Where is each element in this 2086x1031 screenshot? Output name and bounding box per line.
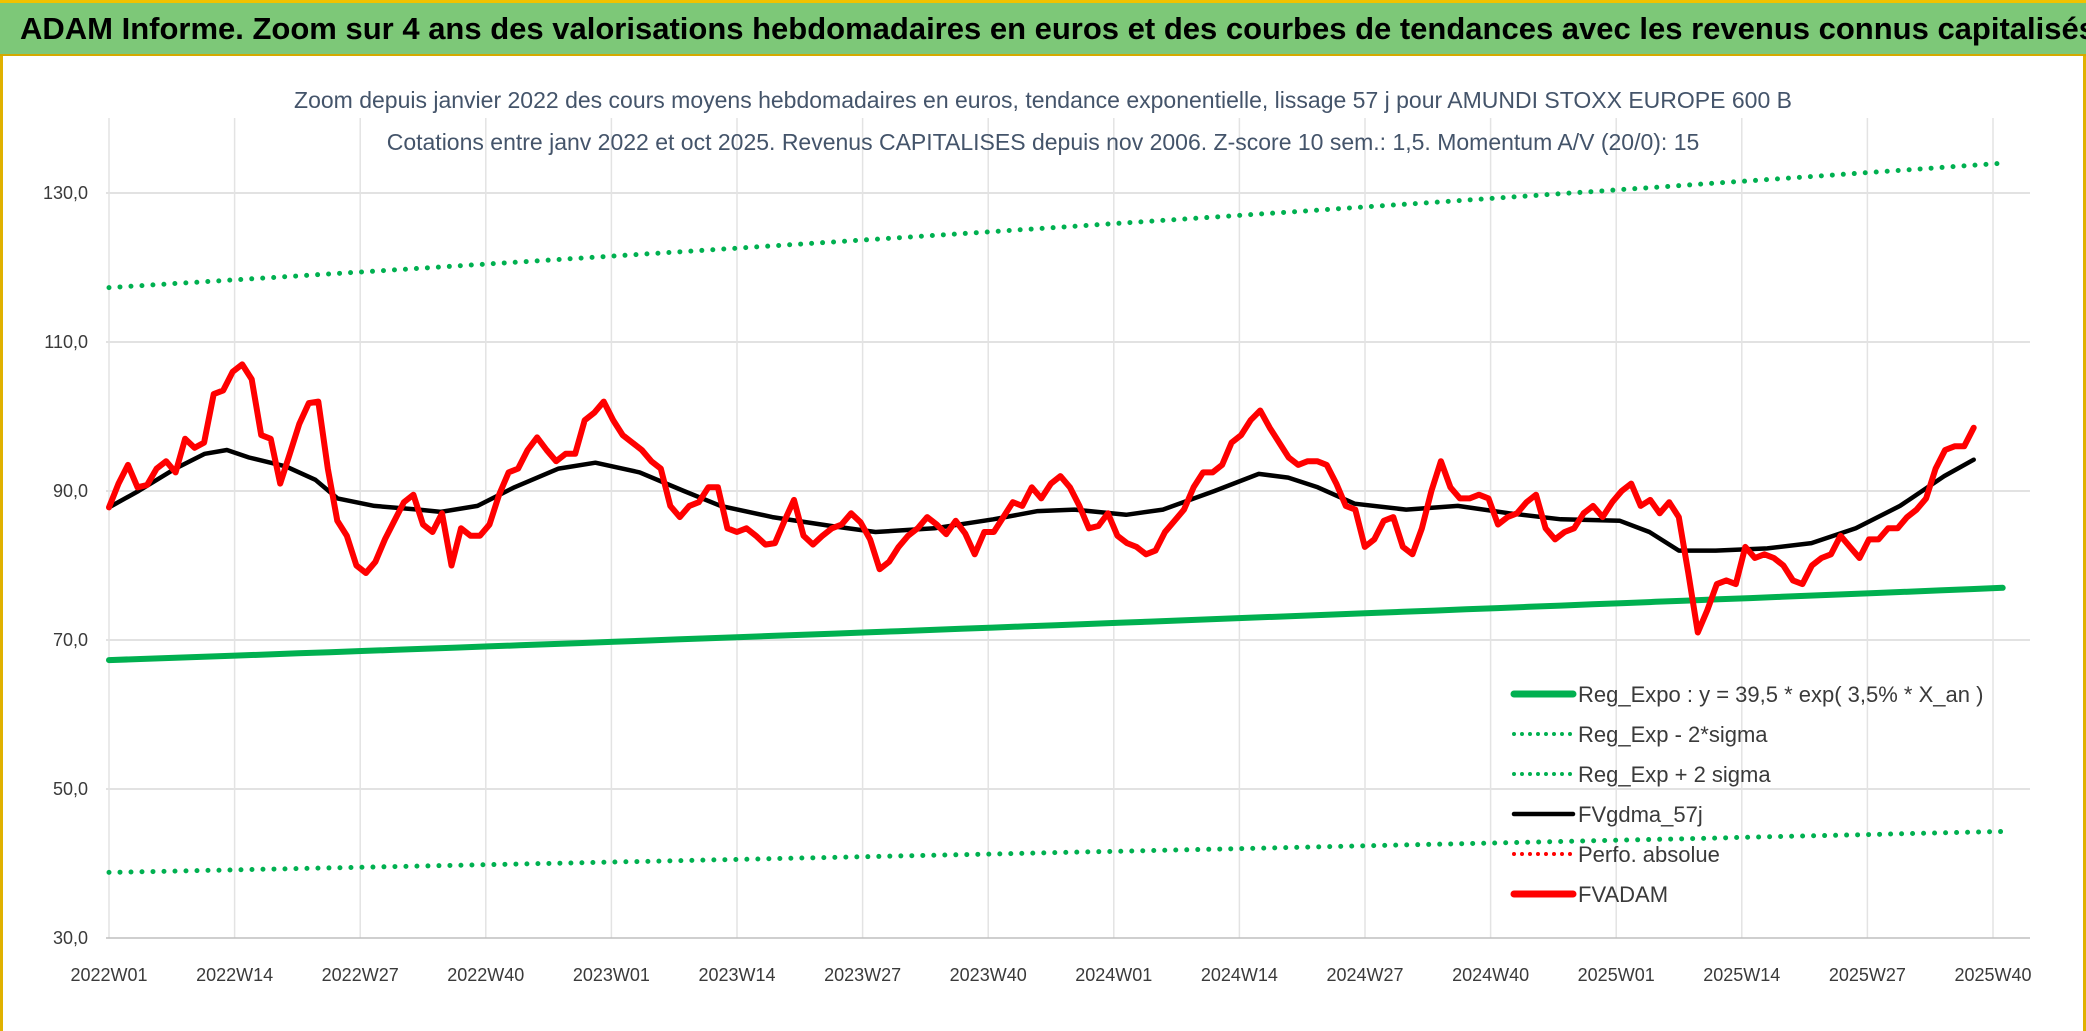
legend-label-fvadam: FVADAM: [1578, 882, 1668, 907]
legend-label-perfo: Perfo. absolue: [1578, 842, 1720, 867]
banner-title: ADAM Informe. Zoom sur 4 ans des valoris…: [20, 11, 2086, 46]
x-tick-label: 2024W14: [1201, 965, 1278, 985]
legend-label-reg_minus: Reg_Exp - 2*sigma: [1578, 722, 1768, 747]
y-tick-label: 30,0: [53, 928, 88, 948]
y-tick-label: 110,0: [44, 332, 88, 352]
x-tick-label: 2023W01: [573, 965, 650, 985]
x-tick-label: 2025W14: [1703, 965, 1780, 985]
legend-label-fvgdma: FVgdma_57j: [1578, 802, 1703, 827]
chart-title-line1: Zoom depuis janvier 2022 des cours moyen…: [294, 87, 1792, 113]
x-tick-label: 2022W40: [447, 965, 524, 985]
chart-title-line2: Cotations entre janv 2022 et oct 2025. R…: [387, 129, 1700, 155]
x-tick-label: 2025W27: [1829, 965, 1906, 985]
series-fvadam: [106, 361, 1977, 636]
series-reg-exp-minus-2-sigma: [106, 829, 2006, 875]
x-tick-label: 2024W40: [1452, 965, 1529, 985]
y-axis-ticks: 30,0 50,0 70,0 90,0 110,0 130,0: [43, 183, 88, 948]
x-tick-label: 2025W01: [1578, 965, 1655, 985]
report-banner: ADAM Informe. Zoom sur 4 ans des valoris…: [0, 0, 2086, 56]
x-tick-label: 2023W14: [698, 965, 775, 985]
y-tick-label: 130,0: [43, 183, 88, 203]
legend-label-reg_expo: Reg_Expo : y = 39,5 * exp( 3,5% * X_an ): [1578, 682, 1983, 707]
series-reg-expo: [106, 584, 2006, 664]
legend-label-reg_plus: Reg_Exp + 2 sigma: [1578, 762, 1771, 787]
x-tick-label: 2025W40: [1954, 965, 2031, 985]
x-tick-label: 2024W27: [1326, 965, 1403, 985]
x-tick-label: 2024W01: [1075, 965, 1152, 985]
grid-lines: [106, 118, 2030, 938]
x-tick-label: 2022W27: [322, 965, 399, 985]
y-tick-label: 50,0: [53, 779, 88, 799]
y-tick-label: 90,0: [53, 481, 88, 501]
x-tick-label: 2022W14: [196, 965, 273, 985]
y-tick-label: 70,0: [53, 630, 88, 650]
chart-frame: [0, 56, 2086, 1031]
series-reg-exp-plus-2-sigma: [106, 160, 2006, 291]
x-tick-label: 2023W40: [950, 965, 1027, 985]
legend: Reg_Expo : y = 39,5 * exp( 3,5% * X_an )…: [1510, 682, 1983, 907]
series-layer: [106, 160, 2006, 875]
x-tick-label: 2023W27: [824, 965, 901, 985]
x-tick-label: 2022W01: [70, 965, 147, 985]
x-axis-ticks: 2022W01 2022W14 2022W27 2022W40 2023W01 2023W…: [70, 965, 2031, 985]
